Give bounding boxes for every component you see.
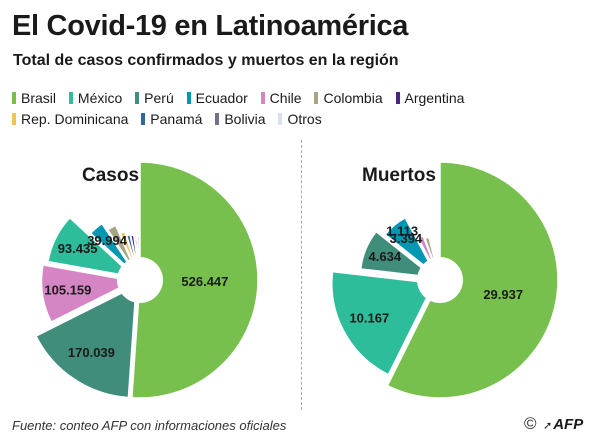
legend-item-colombia: Colombia: [314, 88, 383, 109]
legend-swatch: [260, 92, 265, 104]
value-label-mexico: 10.167: [349, 310, 389, 325]
value-label-chile: 1.113: [386, 223, 418, 238]
legend-label: Brasil: [21, 90, 57, 106]
afp-logo: AFP: [543, 416, 583, 433]
chart-divider: [301, 140, 302, 410]
value-label-mexico: 93.435: [58, 241, 98, 256]
legend-label: Chile: [269, 90, 302, 106]
pie-slice-peru: [359, 230, 437, 279]
legend-swatch: [314, 92, 319, 104]
value-label-ecuador: 39.994: [87, 233, 128, 248]
legend-swatch: [141, 113, 146, 125]
source-note: Fuente: conteo AFP con informaciones ofi…: [12, 418, 287, 433]
legend-swatch: [186, 92, 191, 104]
legend-swatch: [12, 92, 16, 104]
pie-slice-ecuador: [384, 216, 437, 276]
pie-slice-ecuador: [89, 222, 137, 276]
casos-chart-title: Casos: [82, 165, 140, 186]
pie-slice-mexico: [331, 270, 435, 376]
pie-slice-peru: [34, 284, 137, 399]
copyright-symbol: ©: [524, 414, 537, 433]
legend: Brasil México Perú Ecuador Chile Colombi…: [12, 88, 597, 130]
legend-swatch: [395, 92, 400, 104]
legend-item-panama: Panamá: [141, 109, 202, 130]
legend-item-rep-dominicana: Rep. Dominicana: [12, 109, 128, 130]
legend-item-chile: Chile: [260, 88, 302, 109]
pie-slice-brasil: [386, 161, 559, 399]
page-title: El Covid-19 en Latinoamérica: [12, 10, 409, 42]
legend-label: México: [77, 90, 123, 106]
legend-label: Panamá: [150, 111, 203, 127]
legend-label: Otros: [287, 111, 322, 127]
legend-item-argentina: Argentina: [395, 88, 465, 109]
pie-slice-mexico: [47, 216, 137, 279]
value-label-brasil: 526.447: [181, 274, 228, 289]
pie-slice-chile: [40, 264, 136, 324]
value-label-peru: 170.039: [68, 345, 115, 360]
donut-hole: [417, 257, 463, 303]
legend-label: Perú: [144, 90, 174, 106]
legend-swatch: [215, 113, 220, 125]
legend-item-bolivia: Bolivia: [215, 109, 266, 130]
donut-hole: [117, 257, 163, 303]
legend-item-peru: Perú: [135, 88, 174, 109]
value-label-peru: 4.634: [369, 249, 402, 264]
legend-item-brasil: Brasil: [12, 88, 56, 109]
pie-slice-brasil: [131, 161, 259, 399]
value-label-brasil: 29.937: [483, 287, 523, 302]
legend-item-mexico: México: [68, 88, 123, 109]
legend-swatch: [12, 113, 16, 125]
page-subtitle: Total de casos confirmados y muertos en …: [13, 52, 399, 69]
legend-label: Ecuador: [195, 90, 248, 106]
value-label-ecuador: 3.394: [390, 231, 423, 246]
legend-label: Argentina: [404, 90, 465, 106]
legend-swatch: [135, 92, 140, 104]
legend-label: Rep. Dominicana: [21, 111, 129, 127]
legend-swatch: [278, 113, 283, 125]
legend-swatch: [68, 92, 73, 104]
muertos-chart-title: Muertos: [362, 165, 436, 186]
value-label-chile: 105.159: [44, 283, 91, 298]
legend-label: Colombia: [323, 90, 383, 106]
legend-item-ecuador: Ecuador: [186, 88, 248, 109]
legend-label: Bolivia: [224, 111, 266, 127]
legend-item-otros: Otros: [278, 109, 322, 130]
